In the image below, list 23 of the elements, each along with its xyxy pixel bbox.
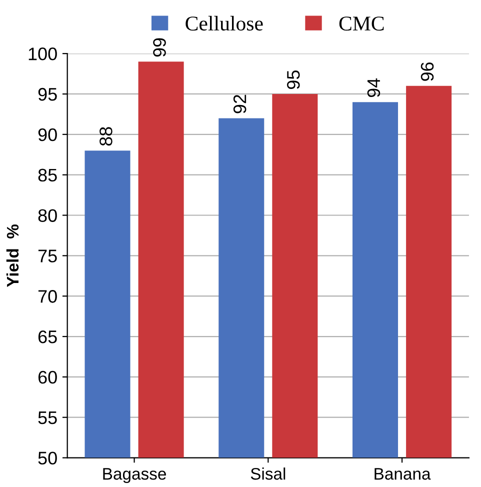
y-tick-label: 80 [38,209,57,222]
y-tick-label: 85 [38,168,57,182]
y-tick-label: 60 [38,370,57,384]
legend-label: Cellulose [186,16,263,31]
data-label: 99 [153,38,166,57]
legend-label: CMC [339,16,384,31]
data-label: 96 [420,62,434,81]
y-tick-label: 95 [38,88,57,101]
y-tick-label: 75 [38,250,57,262]
y-tick-label: 55 [38,411,57,424]
y-tick-label: 100 [28,48,57,60]
x-tick-label: Bagasse [103,468,166,484]
y-tick-label: 90 [38,128,57,142]
y-tick-label: 65 [38,330,57,344]
data-label: 88 [100,127,112,146]
data-label: 92 [233,94,246,114]
data-label: 95 [286,70,300,89]
y-tick-label: 50 [38,452,57,464]
x-tick-label: Banana [374,468,431,480]
data-label: 94 [367,78,380,98]
y-tick-label: 70 [38,290,57,303]
x-tick-label: Sisal [250,468,286,480]
y-axis-title: Yield % [6,224,19,288]
